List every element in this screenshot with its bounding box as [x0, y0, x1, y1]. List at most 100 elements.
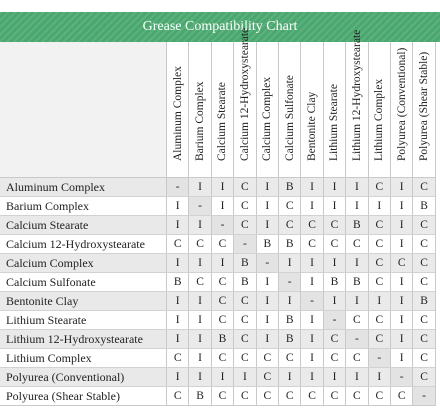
chart-header-band [0, 12, 440, 42]
table-row: Bentonite Clay I I C C I I - I I I I B [0, 292, 436, 311]
table-row: Lithium Complex C I C C C C I C C - I C [0, 349, 436, 368]
compatibility-cell: C [234, 216, 257, 234]
table-row: Calcium Stearate I I - C I C C C B C I C [0, 216, 436, 235]
compatibility-cell: I [323, 197, 347, 215]
compatibility-cell: C [368, 330, 391, 348]
row-label: Lithium 12-Hydroxystearate [0, 330, 167, 348]
chart-title: Grease Compatibility Chart [142, 19, 298, 34]
compatibility-cell: I [301, 254, 324, 272]
compatibility-cell: I [279, 254, 302, 272]
column-header: Bentonite Clay [301, 42, 324, 178]
compatibility-cell: I [391, 216, 414, 234]
compatibility-cell: C [189, 273, 212, 291]
compatibility-cell: C [211, 273, 235, 291]
compatibility-cell: C [301, 235, 324, 253]
compatibility-cell: I [189, 292, 212, 310]
compatibility-cell: C [189, 235, 212, 253]
compatibility-cell: I [211, 178, 235, 196]
compatibility-cell: C [279, 349, 302, 367]
table-row: Calcium Complex I I I B - I I I I C C C [0, 254, 436, 273]
compatibility-cell: C [234, 387, 257, 405]
compatibility-cell: I [256, 311, 279, 329]
compatibility-cell: C [211, 349, 235, 367]
table-row: Aluminum Complex - I I C I B I I I C I C [0, 178, 436, 197]
compatibility-cell: I [189, 330, 212, 348]
compatibility-cell: C [279, 216, 302, 234]
compatibility-cell: B [323, 273, 347, 291]
compatibility-cell: B [234, 273, 257, 291]
compatibility-cell: I [301, 368, 324, 386]
compatibility-cell: I [301, 178, 324, 196]
row-label: Bentonite Clay [0, 292, 167, 310]
row-label: Lithium Stearate [0, 311, 167, 329]
table-row: Calcium Sulfonate B C C B I - I B B C I C [0, 273, 436, 292]
compatibility-cell: C [167, 387, 190, 405]
compatibility-cell: - [256, 254, 279, 272]
compatibility-cell: I [256, 273, 279, 291]
compatibility-cell: C [167, 349, 190, 367]
header-corner-cell [0, 42, 167, 178]
compatibility-cell: C [368, 273, 391, 291]
compatibility-cell: I [189, 178, 212, 196]
compatibility-cell: I [189, 216, 212, 234]
compatibility-cell: C [346, 235, 369, 253]
compatibility-cell: I [368, 197, 391, 215]
compatibility-cell: B [279, 178, 302, 196]
compatibility-cell: C [323, 349, 347, 367]
compatibility-cell: I [189, 349, 212, 367]
compatibility-cell: I [391, 197, 414, 215]
column-header: Lithium 12-Hydroxystearate [346, 30, 369, 178]
compatibility-cell: - [234, 235, 257, 253]
compatibility-cell: - [391, 368, 414, 386]
compatibility-cell: B [279, 235, 302, 253]
compatibility-cell: C [368, 311, 391, 329]
compatibility-cell: C [391, 254, 414, 272]
compatibility-cell: I [301, 349, 324, 367]
column-header: Lithium Stearate [323, 42, 347, 178]
compatibility-cell: C [301, 387, 324, 405]
compatibility-cell: C [391, 387, 414, 405]
compatibility-cell: I [391, 273, 414, 291]
compatibility-cell: I [391, 311, 414, 329]
compatibility-cell: C [279, 197, 302, 215]
compatibility-cell: I [167, 311, 190, 329]
compatibility-cell: C [279, 387, 302, 405]
compatibility-cell: - [211, 216, 235, 234]
compatibility-cell: C [368, 216, 391, 234]
compatibility-cell: I [211, 254, 235, 272]
compatibility-cell: C [368, 178, 391, 196]
column-header: Polyurea (Conventional) [391, 42, 414, 178]
compatibility-cell: I [368, 368, 391, 386]
compatibility-cell: - [167, 178, 190, 196]
compatibility-cell: - [368, 349, 391, 367]
compatibility-cell: I [323, 178, 347, 196]
compatibility-cell: - [323, 311, 347, 329]
compatibility-cell: B [279, 311, 302, 329]
column-header: Calcium 12-Hydroxystearate [234, 28, 257, 178]
compatibility-cell: I [391, 292, 414, 310]
compatibility-cell: I [211, 368, 235, 386]
compatibility-cell: C [211, 292, 235, 310]
compatibility-cell: I [323, 254, 347, 272]
compatibility-cell: I [346, 254, 369, 272]
compatibility-cell: C [167, 235, 190, 253]
compatibility-cell: I [189, 254, 212, 272]
row-label: Polyurea (Shear Stable) [0, 387, 167, 405]
compatibility-cell: C [323, 235, 347, 253]
compatibility-cell: C [234, 178, 257, 196]
compatibility-cell: C [234, 330, 257, 348]
compatibility-cell: C [234, 197, 257, 215]
compatibility-cell: I [279, 368, 302, 386]
compatibility-cell: C [211, 387, 235, 405]
compatibility-cell: I [256, 216, 279, 234]
compatibility-cell: C [323, 216, 347, 234]
compatibility-cell: I [323, 368, 347, 386]
compatibility-cell: I [391, 330, 414, 348]
compatibility-cell: C [346, 311, 369, 329]
compatibility-cell: B [211, 330, 235, 348]
row-label: Calcium Complex [0, 254, 167, 272]
compatibility-cell: I [256, 178, 279, 196]
table-row: Barium Complex I - I C I C I I I I I B [0, 197, 436, 216]
column-header: Lithium Complex [368, 42, 391, 178]
